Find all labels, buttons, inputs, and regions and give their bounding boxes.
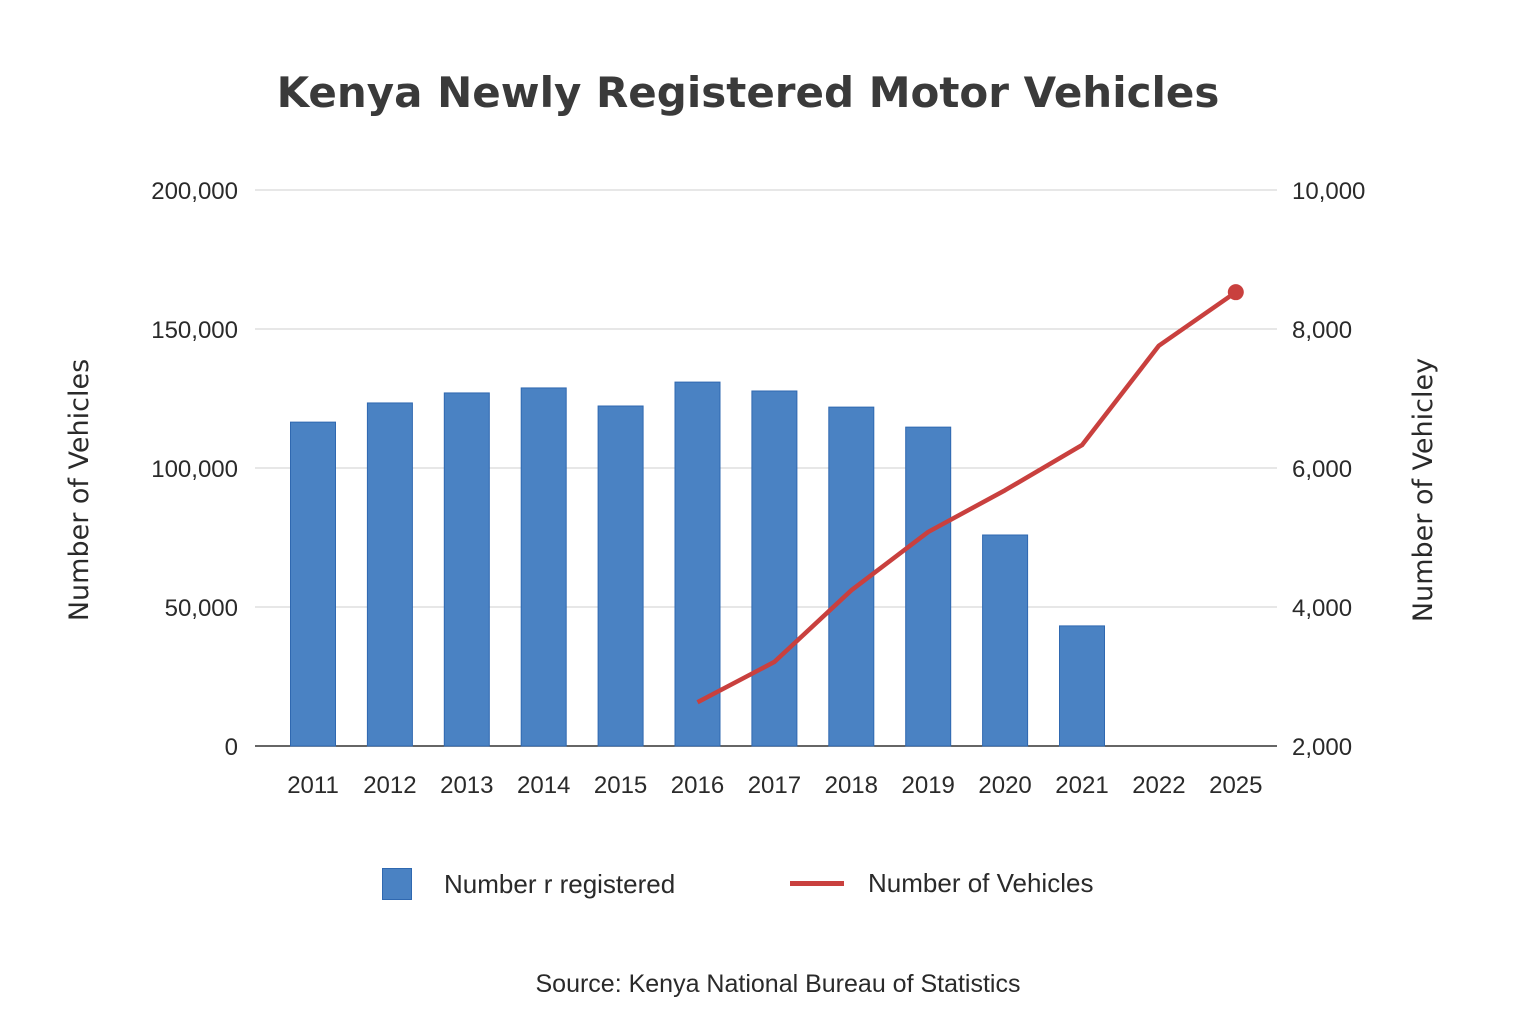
- left-axis-title: Number of Vehicles: [64, 359, 95, 621]
- bar: [1059, 625, 1105, 747]
- right-tick-label: 8,000: [1292, 317, 1352, 344]
- right-axis-title: Number of Vehicley: [1408, 358, 1439, 622]
- legend-label-line: Number of Vehicles: [868, 868, 1094, 898]
- legend-label-bars: Number r registered: [444, 868, 676, 899]
- bar: [520, 387, 567, 747]
- bar: [443, 392, 490, 747]
- left-tick-label: 200,000: [151, 178, 238, 205]
- bar-series: [290, 381, 1105, 747]
- right-tick-label: 10,000: [1292, 178, 1365, 205]
- x-axis-ticks: 2011 2012 2013 2014 2015 2016 2017 2018 2019 2020…: [287, 772, 1262, 799]
- right-tick-label: 4,000: [1292, 595, 1352, 622]
- x-tick-label: 2015: [594, 772, 647, 799]
- left-tick-label: 150,000: [151, 317, 238, 344]
- bar: [674, 381, 721, 747]
- x-tick-label: 2011: [287, 772, 339, 799]
- x-tick-label: 2017: [748, 772, 801, 799]
- chart-title: Kenya Newly Registered Motor Vehicles: [276, 68, 1220, 117]
- x-tick-label: 2014: [517, 772, 570, 799]
- source-note: Source: Kenya National Bureau of Statist…: [535, 970, 1021, 998]
- left-tick-label: 0: [225, 734, 238, 761]
- legend-swatch-line: [790, 881, 844, 886]
- right-axis-ticks: 2,000 4,000 6,000 8,000 10,000: [1292, 178, 1365, 761]
- right-tick-label: 6,000: [1292, 456, 1352, 483]
- bar: [366, 402, 413, 747]
- line-end-marker: [1227, 284, 1244, 301]
- left-tick-label: 100,000: [151, 456, 238, 483]
- line-path: [696, 290, 1238, 705]
- left-axis-ticks: 0 50,000 100,000 150,000 200,000: [151, 178, 238, 761]
- legend-item-bars: Number r registered: [382, 868, 675, 900]
- bar: [905, 426, 952, 747]
- bar: [751, 390, 798, 747]
- bar: [982, 534, 1029, 747]
- legend-swatch-bar: [382, 868, 412, 900]
- bar: [597, 405, 644, 747]
- x-tick-label: 2020: [978, 772, 1031, 799]
- legend-item-line: Number of Vehicles: [790, 868, 1093, 899]
- right-tick-label: 2,000: [1292, 734, 1352, 761]
- x-tick-label: 2013: [440, 772, 493, 799]
- x-tick-label: 2021: [1055, 772, 1108, 799]
- x-tick-label: 2025: [1209, 772, 1262, 799]
- x-tick-label: 2012: [363, 772, 416, 799]
- x-tick-label: 2022: [1132, 772, 1185, 799]
- line-series: [696, 284, 1244, 705]
- x-tick-label: 2018: [825, 772, 878, 799]
- left-tick-label: 50,000: [165, 595, 238, 622]
- legend: Number r registered Number of Vehicles: [0, 868, 1536, 902]
- x-tick-label: 2019: [902, 772, 955, 799]
- x-tick-label: 2016: [671, 772, 724, 799]
- bar: [290, 421, 336, 747]
